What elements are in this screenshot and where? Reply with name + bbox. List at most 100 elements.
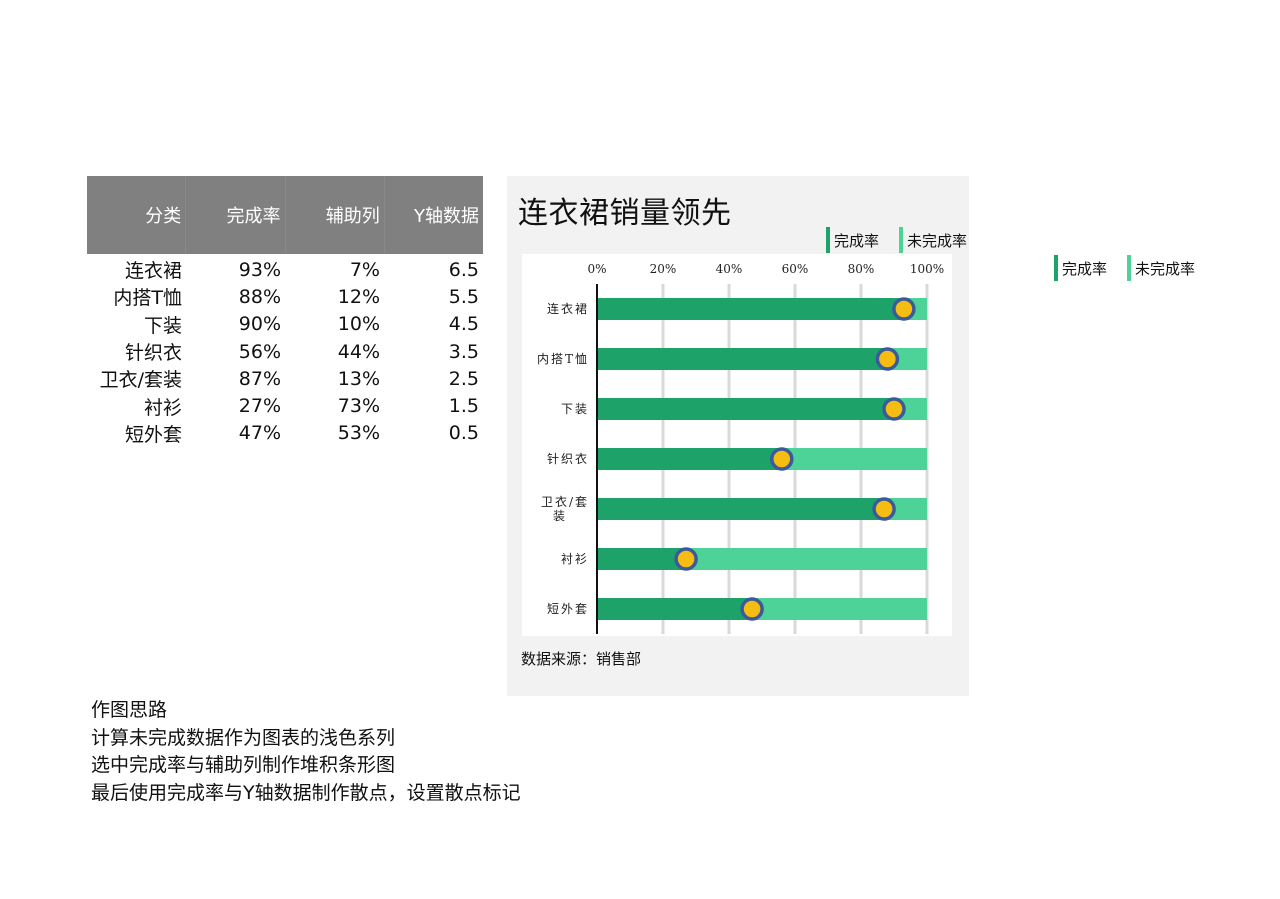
- scatter-point: [875, 347, 900, 371]
- y-tick-label: 下装: [561, 402, 589, 416]
- header-completion: 完成率: [186, 176, 286, 254]
- cell-category: 衬衫: [143, 396, 182, 419]
- header-y-axis: Y轴数据: [414, 206, 479, 227]
- cell-y-axis: 3.5: [448, 340, 479, 363]
- bar-completion: [597, 348, 888, 370]
- chart-source: 数据来源：销售部: [521, 650, 642, 668]
- table-row: 内搭T恤 88% 12% 5.5: [87, 283, 483, 310]
- outer-legend-label-completion: 完成率: [1062, 259, 1108, 278]
- y-tick-label: 卫衣/套装: [541, 494, 589, 523]
- legend-label-remaining: 未完成率: [907, 231, 968, 250]
- y-tick-label: 内搭T恤: [537, 352, 589, 366]
- cell-category: 针织衣: [124, 342, 182, 365]
- bar-completion: [597, 448, 782, 470]
- cell-helper: 12%: [337, 285, 380, 308]
- y-tick-label: 连衣裙: [547, 301, 589, 316]
- cell-completion: 90%: [238, 313, 281, 336]
- cell-helper: 10%: [337, 313, 380, 336]
- y-tick-label-line: 下装: [561, 402, 589, 416]
- cell-helper: 7%: [349, 258, 380, 281]
- cell-completion: 47%: [238, 422, 281, 445]
- x-tick-label: 20%: [650, 262, 677, 276]
- bar-completion: [597, 298, 904, 320]
- bar-completion: [597, 598, 753, 620]
- legend-swatch-completion: [826, 227, 830, 253]
- outer-legend-label-remaining: 未完成率: [1135, 259, 1196, 278]
- y-tick-label: 针织衣: [547, 451, 589, 466]
- notes-line: 计算未完成数据作为图表的浅色系列: [91, 726, 396, 749]
- table-row: 下装 90% 10% 4.5: [87, 311, 483, 338]
- outer-legend-item-completion: 完成率: [1054, 255, 1107, 281]
- y-tick-label-line: 卫衣/套: [541, 494, 589, 509]
- cell-completion: 56%: [238, 340, 281, 363]
- bar-completion: [597, 498, 885, 520]
- table-header: 分类 完成率 辅助列 Y轴数据: [87, 176, 483, 254]
- cell-category: 下装: [143, 314, 182, 337]
- legend-label-completion: 完成率: [834, 231, 880, 250]
- chart-legend: 完成率 未完成率: [826, 227, 967, 253]
- legend-item-completion: 完成率: [826, 227, 879, 253]
- cell-completion: 87%: [238, 367, 281, 390]
- table-row: 短外套 47% 53% 0.5: [87, 420, 483, 447]
- cell-completion: 27%: [238, 395, 281, 418]
- notes: 作图思路 计算未完成数据作为图表的浅色系列 选中完成率与辅助列制作堆积条形图 最…: [91, 697, 521, 807]
- header-helper: 辅助列: [286, 176, 385, 254]
- y-tick-label-line: 内搭T恤: [537, 352, 589, 366]
- bar-remaining: [781, 448, 927, 470]
- bar-remaining: [884, 498, 927, 520]
- scatter-point: [740, 597, 764, 621]
- x-tick-label: 80%: [848, 262, 875, 276]
- chart-card: 连衣裙销量领先 完成率 未完成率 0% 20% 40% 60% 80% 100% 连衣裙内搭…: [507, 176, 969, 696]
- cell-y-axis: 0.5: [448, 422, 479, 445]
- cell-completion: 93%: [238, 258, 281, 281]
- cell-helper: 53%: [337, 422, 380, 445]
- bar-completion: [597, 548, 687, 570]
- notes-title: 作图思路: [91, 699, 168, 721]
- y-tick-label-line: 针织衣: [547, 451, 589, 466]
- cell-y-axis: 1.5: [448, 395, 479, 418]
- legend-item-remaining: 未完成率: [899, 227, 967, 253]
- chart-plot-area: 0% 20% 40% 60% 80% 100% 连衣裙内搭T恤下装针织衣卫衣/套装衬衫短外套: [522, 254, 952, 636]
- bar-remaining: [752, 598, 927, 620]
- cell-y-axis: 5.5: [448, 285, 479, 308]
- y-tick-label-line: 连衣裙: [547, 301, 589, 316]
- table-row: 连衣裙 93% 7% 6.5: [87, 256, 483, 283]
- x-tick-label: 60%: [782, 262, 809, 276]
- bar-remaining: [686, 548, 927, 570]
- scatter-point: [770, 447, 794, 471]
- cell-category: 短外套: [124, 423, 182, 446]
- x-tick-label: 0%: [587, 262, 606, 276]
- y-tick-label-line: 衬衫: [561, 552, 589, 566]
- cell-helper: 73%: [337, 395, 380, 418]
- cell-category: 连衣裙: [124, 260, 182, 283]
- cell-category: 卫衣/套装: [99, 369, 182, 392]
- cell-category: 内搭T恤: [113, 287, 182, 310]
- cell-helper: 13%: [337, 367, 380, 390]
- outer-legend: 完成率 未完成率: [1054, 255, 1195, 281]
- cell-helper: 44%: [337, 340, 380, 363]
- data-table: 分类 完成率 辅助列 Y轴数据 连衣裙 93% 7% 6.5 内搭T恤 88% 12% 5.5…: [87, 176, 483, 447]
- outer-legend-swatch-remaining: [1127, 255, 1132, 281]
- scatter-point: [892, 297, 916, 321]
- cell-completion: 88%: [238, 285, 281, 308]
- scatter-point: [674, 547, 698, 571]
- legend-swatch-remaining: [899, 227, 904, 253]
- cell-y-axis: 2.5: [448, 367, 479, 390]
- x-tick-label: 40%: [716, 262, 743, 276]
- scatter-point: [872, 497, 896, 521]
- y-tick-label-line: 装: [553, 509, 567, 523]
- scatter-point: [882, 397, 906, 421]
- y-tick-label: 衬衫: [561, 552, 589, 566]
- table-row: 卫衣/套装 87% 13% 2.5: [87, 365, 483, 392]
- table-row: 衬衫 27% 73% 1.5: [87, 392, 483, 419]
- table-row: 针织衣 56% 44% 3.5: [87, 338, 483, 365]
- chart-title: 连衣裙销量领先: [518, 196, 732, 231]
- notes-line: 最后使用完成率与Y轴数据制作散点，设置散点标记: [91, 781, 521, 804]
- cell-y-axis: 4.5: [448, 313, 479, 336]
- x-tick-label: 100%: [910, 262, 944, 276]
- y-tick-label: 短外套: [547, 602, 589, 616]
- outer-legend-item-remaining: 未完成率: [1127, 255, 1195, 281]
- cell-y-axis: 6.5: [448, 258, 479, 281]
- header-category: 分类: [87, 176, 187, 254]
